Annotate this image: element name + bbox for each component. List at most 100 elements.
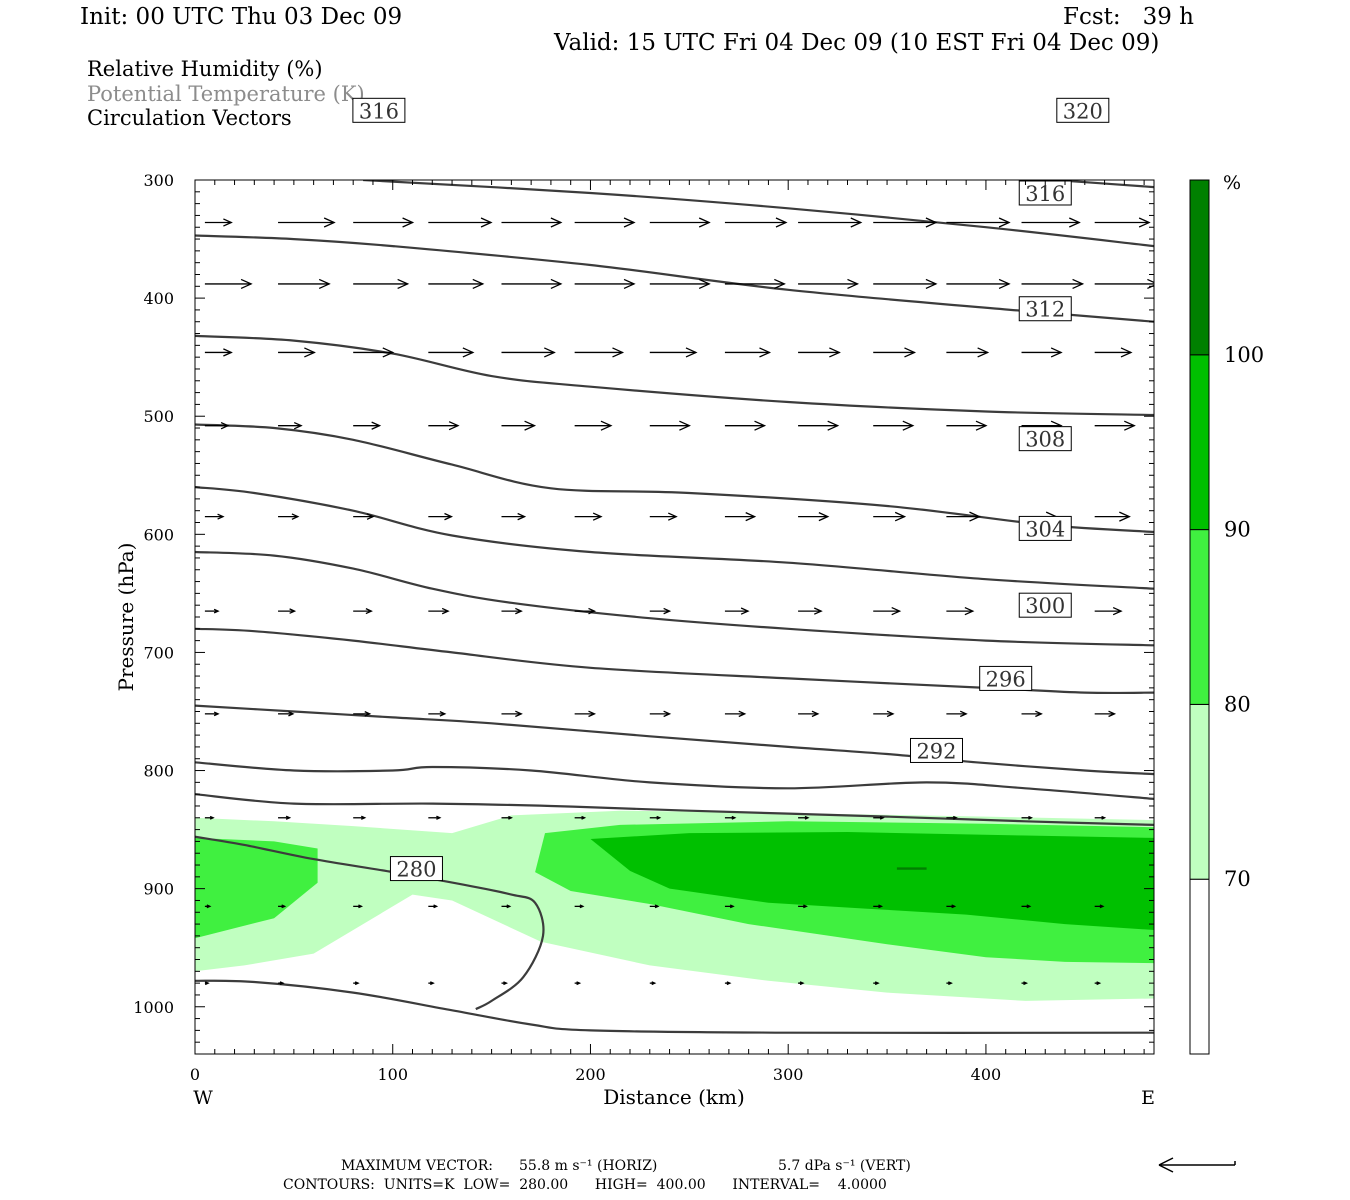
vector-head bbox=[436, 815, 442, 820]
init-time: Init: 00 UTC Thu 03 Dec 09 bbox=[80, 4, 403, 30]
vector-head bbox=[581, 815, 587, 820]
theta-contour-312 bbox=[195, 334, 1154, 417]
legend-vectors: Circulation Vectors bbox=[87, 106, 292, 130]
circulation-vector bbox=[428, 981, 435, 986]
circulation-vector bbox=[798, 815, 810, 820]
circulation-vector bbox=[278, 278, 331, 290]
circulation-vector bbox=[724, 981, 732, 986]
vector-head bbox=[366, 513, 375, 520]
vector-head bbox=[1096, 981, 1102, 986]
contour-label-box bbox=[1018, 296, 1072, 322]
vector-head bbox=[213, 711, 220, 717]
circulation-vector bbox=[946, 815, 958, 820]
circulation-vector bbox=[1094, 420, 1136, 431]
vector-head bbox=[656, 815, 662, 820]
vector-head bbox=[623, 217, 636, 228]
circulation-vector bbox=[649, 278, 711, 290]
circulation-vector bbox=[428, 347, 475, 358]
circulation-vector bbox=[353, 278, 410, 290]
circulation-vector bbox=[574, 904, 585, 909]
vector-head bbox=[698, 217, 711, 228]
vector-head bbox=[925, 217, 938, 228]
circulation-vector bbox=[428, 512, 454, 521]
vector-head bbox=[293, 421, 303, 430]
circulation-vector bbox=[1021, 904, 1032, 909]
circulation-vector bbox=[501, 607, 523, 615]
colorbar-segment bbox=[1189, 878, 1210, 1055]
circulation-vector bbox=[649, 815, 662, 820]
circulation-vector bbox=[946, 606, 975, 616]
vector-head bbox=[1124, 420, 1136, 431]
colorbar-level-label: 90 bbox=[1224, 518, 1251, 542]
vector-head bbox=[382, 347, 395, 358]
vector-head bbox=[506, 904, 512, 909]
vector-head bbox=[774, 278, 786, 290]
contour-label-320: 320 bbox=[1063, 99, 1103, 123]
contour-label-layer: 280 292 296 300 304 308 312 316 316 320 bbox=[352, 97, 1110, 882]
circulation-vector bbox=[204, 711, 220, 717]
circulation-vector bbox=[574, 347, 625, 358]
vector-head bbox=[964, 606, 975, 616]
vector-head bbox=[829, 347, 841, 358]
vector-head bbox=[472, 278, 485, 290]
circulation-vector bbox=[724, 217, 788, 228]
x-tick-label: 0 bbox=[190, 1065, 200, 1084]
vector-head bbox=[503, 981, 509, 986]
vector-head bbox=[550, 217, 563, 228]
vector-head bbox=[1099, 904, 1105, 909]
vector-head bbox=[975, 420, 988, 431]
vector-layer bbox=[204, 217, 1154, 986]
circulation-vector bbox=[724, 607, 750, 615]
circulation-vector bbox=[1094, 815, 1107, 820]
vector-head bbox=[1147, 278, 1154, 290]
circulation-vector bbox=[1094, 278, 1154, 290]
max-vector-horiz: 55.8 m s⁻¹ (HORIZ) bbox=[519, 1158, 658, 1174]
vector-head bbox=[811, 710, 820, 718]
axes-layer: 300 400 500 600 700 800 900 1000 0 100 200 300 400 W E… bbox=[114, 171, 1155, 1109]
circulation-vector bbox=[1021, 815, 1034, 820]
circulation-vector bbox=[1094, 710, 1117, 718]
circulation-vector bbox=[946, 278, 1011, 290]
vector-head bbox=[959, 710, 968, 718]
vector-head bbox=[209, 815, 215, 820]
circulation-vector bbox=[278, 513, 300, 520]
y-tick-label: 1000 bbox=[133, 998, 174, 1017]
circulation-vector bbox=[798, 607, 823, 615]
vector-head bbox=[726, 981, 732, 986]
rh-fill-80-90-1 bbox=[195, 837, 318, 939]
vector-head bbox=[679, 420, 691, 431]
vector-head bbox=[878, 904, 884, 909]
contour-label-box bbox=[1056, 97, 1110, 123]
circulation-vector bbox=[204, 981, 210, 986]
vector-head bbox=[281, 904, 287, 909]
circulation-vector bbox=[278, 608, 297, 614]
vector-head bbox=[1119, 511, 1131, 522]
circulation-vector bbox=[873, 420, 915, 431]
vector-head bbox=[850, 217, 863, 228]
vector-head bbox=[948, 981, 953, 986]
circulation-vector bbox=[204, 513, 225, 520]
theta-contour-308 bbox=[195, 423, 1154, 534]
vector-head bbox=[430, 981, 435, 986]
y-tick-label: 500 bbox=[143, 407, 174, 426]
circulation-vector bbox=[798, 217, 863, 228]
circulation-vector bbox=[873, 511, 907, 522]
circulation-vector bbox=[1094, 606, 1123, 616]
max-vector-label: MAXIMUM VECTOR: bbox=[341, 1158, 493, 1174]
forecast-hour: Fcst: 39 h bbox=[1063, 4, 1194, 30]
contour-label-296: 296 bbox=[986, 667, 1026, 691]
circulation-vector bbox=[353, 217, 415, 228]
circulation-vector bbox=[204, 421, 230, 430]
circulation-vector bbox=[204, 218, 233, 227]
x-end-label-west: W bbox=[193, 1087, 213, 1109]
circulation-vector bbox=[353, 711, 372, 717]
circulation-vector bbox=[873, 278, 938, 290]
vector-head bbox=[439, 711, 447, 717]
vector-head bbox=[361, 815, 367, 820]
colorbar-segment bbox=[1189, 179, 1210, 356]
circulation-vector bbox=[428, 278, 485, 290]
circulation-vector bbox=[574, 710, 597, 718]
circulation-vector bbox=[574, 815, 587, 820]
circulation-vector bbox=[574, 607, 597, 615]
vector-head bbox=[358, 904, 364, 909]
